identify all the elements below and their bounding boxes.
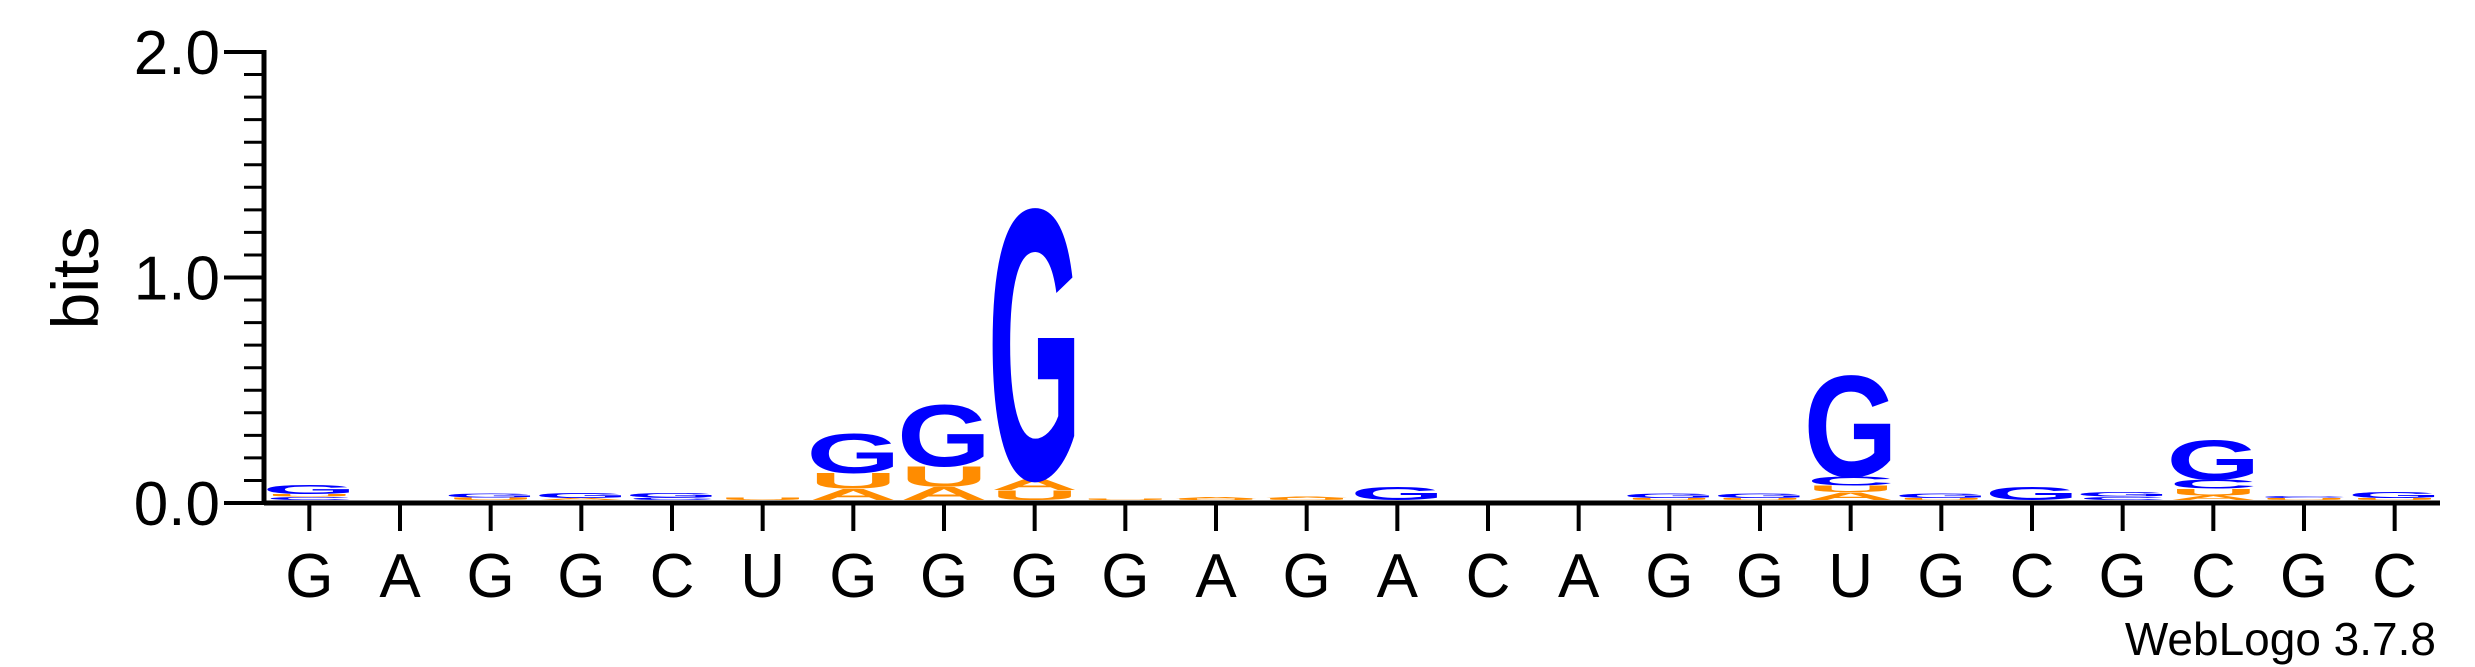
x-tick-label: G <box>2099 542 2147 611</box>
logo-letter-a: A <box>1807 490 1894 502</box>
logo-letter-u: U <box>810 469 897 494</box>
logo-letter-u: U <box>1626 497 1713 500</box>
x-tick-label: G <box>1917 542 1965 611</box>
x-tick-label: G <box>1283 542 1331 611</box>
x-tick-label: G <box>920 542 968 611</box>
logo-letter-g: G <box>988 128 1082 561</box>
y-ticks: 0.0 1.0 2.0 <box>134 19 264 539</box>
logo-letter-c: C <box>2079 496 2166 501</box>
logo-letter-g: G <box>262 483 356 497</box>
logo-letter-u: U <box>1172 498 1259 500</box>
logo-letter-u: U <box>2260 498 2347 501</box>
logo-letter-g: G <box>1350 483 1444 504</box>
logo-letter-a: A <box>1172 497 1259 499</box>
logo-letter-u: U <box>1807 484 1894 495</box>
logo-letter-g: G <box>1713 493 1807 500</box>
y-tick-label: 1.0 <box>134 245 220 314</box>
logo-letter-g: G <box>897 387 991 485</box>
x-tick-label: G <box>1645 542 1693 611</box>
logo-letter-c: C <box>1807 474 1894 488</box>
logo-letter-a: A <box>900 483 987 504</box>
logo-letter-g: G <box>2348 491 2442 500</box>
logo-letter-g: G <box>1894 493 1988 500</box>
x-tick-label: G <box>285 542 333 611</box>
logo-letter-c: C <box>628 497 715 501</box>
x-tick-label: A <box>379 542 421 611</box>
logo-letter-g: G <box>1985 483 2079 504</box>
logo-letter-a: A <box>538 498 625 501</box>
logo-letter-u: U <box>2170 487 2257 498</box>
x-tick-label: C <box>2191 542 2236 611</box>
x-tick-label: C <box>2372 542 2417 611</box>
logo-letter-c: C <box>2170 477 2257 491</box>
logo-letter-g: G <box>1804 346 1898 508</box>
logo-letter-u: U <box>266 493 353 497</box>
logo-letter-g: G <box>2166 429 2260 492</box>
x-tick-label: G <box>467 542 515 611</box>
logo-letter-g: G <box>2076 491 2170 498</box>
logo-letter-g: G <box>444 492 538 498</box>
x-tick-label: A <box>1195 542 1237 611</box>
x-tick-label: C <box>2010 542 2055 611</box>
logo-letter-a: A <box>991 476 1078 494</box>
logo-letter-a: A <box>1263 497 1350 499</box>
logo-letter-u: U <box>900 461 987 493</box>
x-tick-label: C <box>1466 542 1511 611</box>
x-tick-label: G <box>1101 542 1149 611</box>
logo-letter-g: G <box>625 492 719 499</box>
logo-letter-c: C <box>2260 496 2347 499</box>
y-axis-label: bits <box>38 227 112 330</box>
logo-letter-u: U <box>1898 498 1985 501</box>
logo-letter-a: A <box>2170 494 2257 501</box>
x-tick-label: G <box>829 542 877 611</box>
x-tick-label: C <box>650 542 695 611</box>
logo-letter-u: U <box>1716 498 1803 501</box>
logo-letter-u: U <box>447 497 534 501</box>
logo-letter-u: U <box>991 487 1078 503</box>
x-tick-label: G <box>557 542 605 611</box>
logo-letter-u: U <box>1263 498 1350 501</box>
x-tick-label: G <box>1011 542 1059 611</box>
x-tick-label: G <box>2280 542 2328 611</box>
logo-letter-u: U <box>2351 498 2438 501</box>
logo-letter-g: G <box>534 492 628 500</box>
logo-letter-a: A <box>810 486 897 504</box>
x-tick-label: G <box>1736 542 1784 611</box>
logo-letter-c: C <box>266 496 353 501</box>
weblogo-credit: WebLogo 3.7.8 <box>2125 613 2436 665</box>
logo-letter-u: U <box>1082 498 1169 500</box>
x-tick-label: A <box>1377 542 1419 611</box>
logo-letter-g: G <box>1622 492 1716 499</box>
logo-letter-g: G <box>806 423 900 486</box>
x-tick-label: U <box>740 542 785 611</box>
logo-letter-u: U <box>719 497 806 501</box>
y-tick-label: 2.0 <box>134 19 220 88</box>
x-tick-label: U <box>1828 542 1873 611</box>
x-tick-label: A <box>1558 542 1600 611</box>
y-tick-label: 0.0 <box>134 470 220 539</box>
